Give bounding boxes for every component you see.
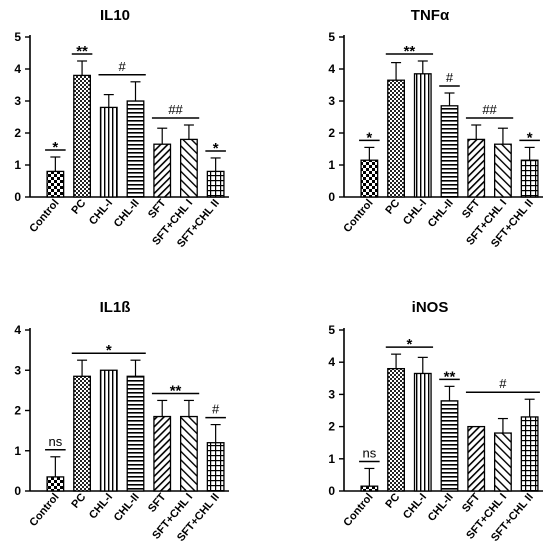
y-tick-label: 5 bbox=[328, 323, 335, 337]
category-label: SFT bbox=[146, 197, 169, 221]
category-label: CHL-II bbox=[112, 491, 142, 524]
bar bbox=[153, 415, 172, 492]
y-tick-label: 4 bbox=[14, 62, 21, 76]
bar bbox=[99, 369, 118, 492]
y-tick-label: 2 bbox=[14, 126, 21, 140]
bar bbox=[73, 74, 92, 198]
significance-label: * bbox=[106, 342, 112, 359]
bar bbox=[46, 170, 65, 198]
significance-label: ** bbox=[404, 43, 416, 60]
y-tick-label: 3 bbox=[328, 94, 335, 108]
y-tick-label: 4 bbox=[328, 355, 335, 369]
significance-label: ## bbox=[168, 102, 183, 117]
category-label: PC bbox=[69, 197, 88, 216]
chart-title: IL1ß bbox=[100, 299, 131, 316]
category-label: CHL-II bbox=[426, 491, 456, 524]
y-tick-label: 2 bbox=[14, 404, 21, 418]
bar bbox=[206, 170, 225, 198]
bar bbox=[360, 485, 379, 492]
bar bbox=[126, 100, 145, 198]
category-label: PC bbox=[383, 491, 402, 510]
category-label: Control bbox=[341, 491, 375, 529]
y-tick-label: 4 bbox=[14, 323, 21, 337]
bar bbox=[467, 425, 486, 492]
y-tick-label: 5 bbox=[328, 30, 335, 44]
bar bbox=[493, 143, 512, 198]
significance-label: # bbox=[212, 402, 220, 417]
significance-label: * bbox=[366, 129, 372, 146]
significance-label: * bbox=[527, 129, 533, 146]
y-tick-label: 3 bbox=[14, 363, 21, 377]
y-tick-label: 0 bbox=[14, 484, 21, 498]
bar bbox=[493, 432, 512, 492]
category-label: PC bbox=[69, 491, 88, 510]
category-label: CHL-II bbox=[112, 197, 142, 230]
y-tick-label: 3 bbox=[14, 94, 21, 108]
significance-label: ## bbox=[482, 102, 497, 117]
y-tick-label: 1 bbox=[328, 452, 335, 466]
chart-title: IL10 bbox=[100, 7, 130, 24]
bar bbox=[440, 105, 459, 198]
bar bbox=[520, 416, 539, 492]
category-label: CHL-I bbox=[401, 197, 429, 227]
y-tick-label: 1 bbox=[328, 158, 335, 172]
significance-label: * bbox=[52, 139, 58, 156]
y-tick-label: 0 bbox=[328, 190, 335, 204]
bar bbox=[179, 415, 198, 492]
significance-label: ** bbox=[170, 382, 182, 399]
bar bbox=[179, 138, 198, 198]
bar bbox=[520, 159, 539, 198]
category-label: SFT bbox=[146, 491, 169, 515]
y-tick-label: 5 bbox=[14, 30, 21, 44]
bar bbox=[73, 375, 92, 492]
y-tick-label: 2 bbox=[328, 420, 335, 434]
category-label: Control bbox=[27, 197, 61, 235]
bar bbox=[46, 476, 65, 492]
y-tick-label: 4 bbox=[328, 62, 335, 76]
bar bbox=[413, 73, 432, 198]
y-tick-label: 0 bbox=[14, 190, 21, 204]
bar bbox=[440, 400, 459, 492]
category-label: CHL-I bbox=[87, 491, 115, 521]
bar bbox=[387, 367, 406, 492]
y-tick-label: 0 bbox=[328, 484, 335, 498]
significance-label: ns bbox=[48, 434, 62, 449]
significance-label: * bbox=[407, 336, 413, 353]
category-label: Control bbox=[27, 491, 61, 529]
category-label: Control bbox=[341, 197, 375, 235]
significance-label: * bbox=[213, 140, 219, 157]
chart-title: iNOS bbox=[412, 299, 449, 316]
significance-label: ns bbox=[362, 445, 376, 460]
bar bbox=[413, 372, 432, 492]
bar bbox=[206, 442, 225, 492]
significance-label: # bbox=[499, 376, 507, 391]
bar bbox=[387, 79, 406, 198]
significance-label: # bbox=[119, 59, 127, 74]
y-tick-label: 2 bbox=[328, 126, 335, 140]
category-label: PC bbox=[383, 197, 402, 216]
significance-label: ** bbox=[444, 368, 456, 385]
category-label: CHL-I bbox=[87, 197, 115, 227]
bar bbox=[126, 375, 145, 492]
y-tick-label: 3 bbox=[328, 387, 335, 401]
significance-label: # bbox=[446, 70, 454, 85]
category-label: SFT bbox=[460, 491, 483, 515]
bar bbox=[360, 159, 379, 198]
chart-title: TNFα bbox=[411, 7, 450, 24]
y-tick-label: 1 bbox=[14, 158, 21, 172]
significance-label: ** bbox=[76, 43, 88, 60]
y-tick-label: 1 bbox=[14, 444, 21, 458]
bar bbox=[467, 138, 486, 198]
category-label: CHL-II bbox=[426, 197, 456, 230]
bar bbox=[153, 143, 172, 198]
bar bbox=[99, 106, 118, 198]
category-label: SFT bbox=[460, 197, 483, 221]
category-label: CHL-I bbox=[401, 491, 429, 521]
